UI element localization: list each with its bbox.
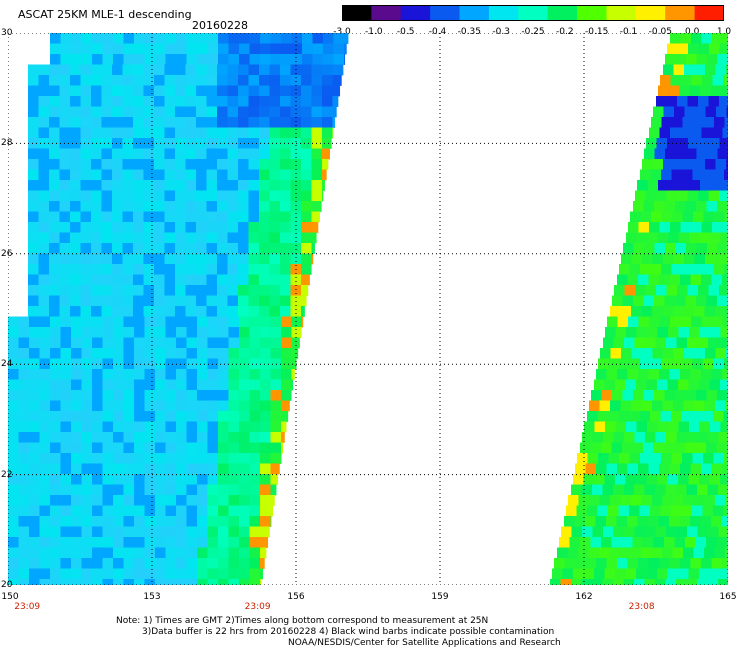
note-line-1: Note: 1) Times are GMT 2)Times along bot…	[116, 616, 489, 626]
credit-line: NOAA/NESDIS/Center for Satellite Applica…	[288, 638, 561, 648]
swath-map	[8, 33, 728, 585]
colorbar-segment	[371, 5, 402, 21]
colorbar-segment	[400, 5, 431, 21]
pass-time-label: 23:09	[244, 602, 271, 612]
colorbar-tick-label: -1.0	[365, 27, 383, 37]
colorbar-tick-label: -0.5	[396, 27, 415, 37]
colorbar-tick-label: -0.25	[521, 27, 545, 37]
latitude-label: 30	[1, 28, 13, 38]
latitude-label: 20	[1, 580, 13, 590]
swath-cells	[8, 33, 728, 585]
colorbar-tick-label: -0.05	[648, 27, 672, 37]
longitude-label: 153	[143, 592, 161, 602]
colorbar-segment	[635, 5, 666, 21]
colorbar-tick-label: -0.4	[428, 27, 447, 37]
longitude-label: 156	[287, 592, 305, 602]
colorbar-segment	[518, 5, 549, 21]
colorbar-segment	[665, 5, 696, 21]
map-date: 20160228	[192, 19, 248, 32]
colorbar-segment	[459, 5, 490, 21]
latitude-label: 22	[1, 469, 13, 480]
colorbar-tick-label: -0.1	[619, 27, 638, 37]
map-title: ASCAT 25KM MLE-1 descending	[18, 8, 192, 21]
colorbar-segment	[577, 5, 607, 21]
colorbar-tick-label: 0.0	[684, 27, 700, 37]
colorbar-segment	[606, 5, 637, 21]
colorbar-segment	[694, 5, 724, 21]
colorbar-tick-label: -0.15	[585, 27, 609, 37]
longitude-label: 162	[575, 592, 593, 602]
colorbar-segment	[488, 5, 519, 21]
longitude-label: 159	[431, 592, 449, 602]
note-line-2: 3)Data buffer is 22 hrs from 20160228 4)…	[142, 627, 555, 637]
colorbar-tick-label: -0.3	[492, 27, 510, 37]
latitude-label: 28	[1, 138, 13, 149]
colorbar-segment	[430, 5, 461, 21]
colorbar-tick-label: -0.2	[556, 27, 574, 37]
latitude-label: 26	[1, 248, 13, 259]
pass-time-label: 23:09	[14, 602, 41, 612]
graticule	[8, 33, 728, 585]
colorbar-tick-label: -0.35	[457, 27, 481, 37]
latitude-label: 24	[1, 359, 13, 370]
longitude-label: 150	[1, 592, 19, 602]
colorbar-tick-label: 1.0	[716, 27, 732, 37]
colorbar-segment	[547, 5, 578, 21]
colorbar-segment	[342, 5, 372, 21]
colorbar	[342, 5, 724, 21]
longitude-label: 165	[719, 592, 737, 602]
pass-time-label: 23:08	[628, 602, 655, 612]
colorbar-tick-label: -3.0	[333, 27, 351, 37]
